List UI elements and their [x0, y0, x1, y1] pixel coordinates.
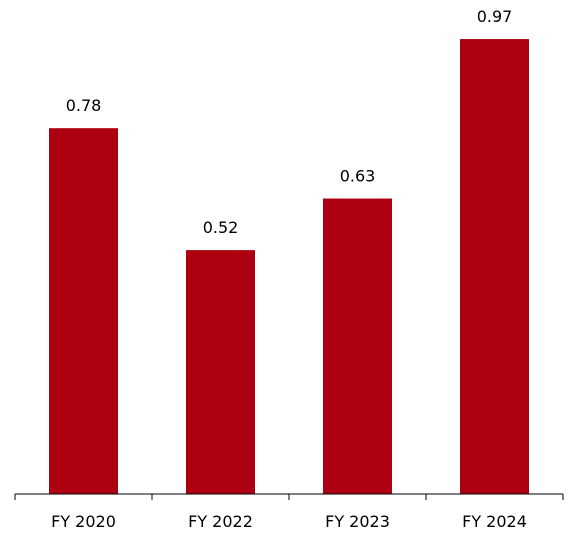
- bars-layer: [49, 39, 529, 494]
- x-axis: FY 2020 FY 2022 FY 2023 FY 2024: [14, 493, 564, 531]
- bar-fy-2024: [460, 39, 529, 494]
- value-labels-layer: 0.78 0.52 0.63 0.97: [66, 7, 513, 237]
- bar-fy-2020: [49, 128, 118, 494]
- value-label: 0.78: [66, 96, 102, 115]
- value-label: 0.63: [340, 167, 376, 186]
- bar-fy-2023: [323, 198, 392, 494]
- x-tick-label: FY 2024: [462, 512, 527, 531]
- value-label: 0.97: [477, 7, 513, 26]
- x-tick-label: FY 2020: [51, 512, 116, 531]
- value-label: 0.52: [203, 218, 239, 237]
- bar-fy-2022: [186, 250, 255, 494]
- x-tick-label: FY 2022: [188, 512, 253, 531]
- x-tick-label: FY 2023: [325, 512, 390, 531]
